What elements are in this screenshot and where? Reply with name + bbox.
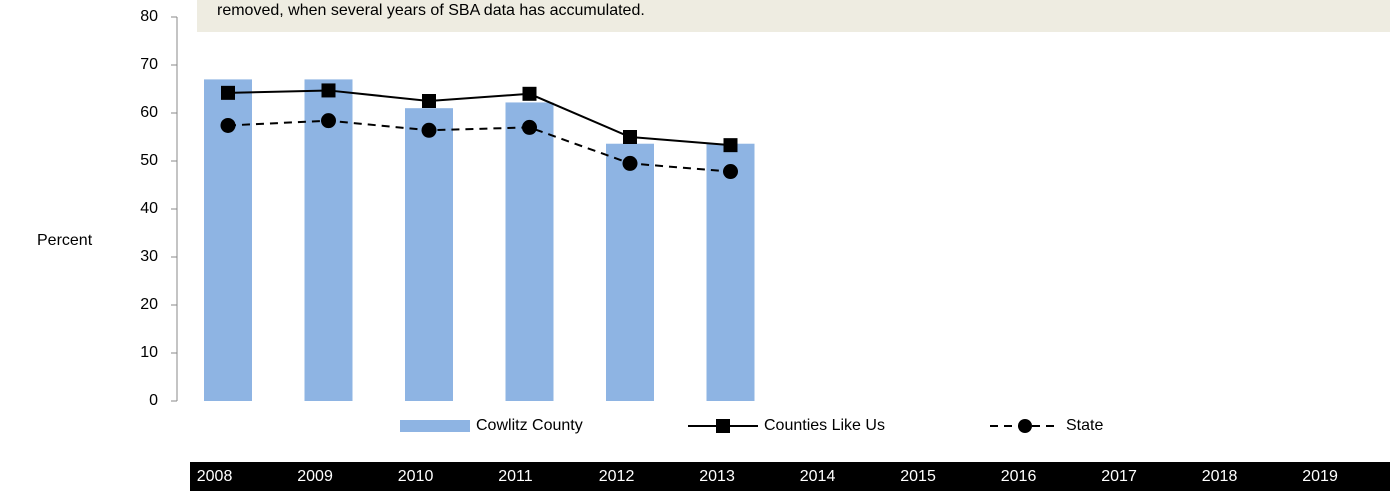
marker [421, 122, 437, 138]
y-tick-label: 70 [140, 56, 158, 73]
marker [522, 119, 537, 135]
x-tick-label: 2010 [398, 468, 434, 485]
marker [422, 94, 436, 108]
x-tick-label: 2018 [1202, 468, 1238, 485]
bar [505, 102, 554, 401]
y-tick-label: 10 [140, 344, 158, 361]
marker [723, 164, 738, 180]
x-tick-label: 2015 [900, 468, 936, 485]
category-strip [190, 462, 1390, 491]
marker [623, 130, 637, 144]
marker [622, 155, 638, 171]
legend-label: Cowlitz County [476, 417, 583, 434]
bar [405, 108, 453, 401]
y-axis-label: Percent [37, 232, 93, 249]
annotation-box [197, 0, 1390, 32]
line [227, 89, 731, 147]
annotation: removed, when several years of SBA data … [217, 2, 645, 19]
marker [220, 117, 236, 133]
legend-label: Counties Like Us [764, 417, 885, 434]
marker [522, 86, 537, 101]
x-tick-label: 2011 [498, 468, 533, 485]
line [227, 119, 731, 173]
x-tick-label: 2016 [1001, 468, 1037, 485]
y-tick-label: 50 [140, 152, 158, 169]
x-tick-label: 2013 [699, 468, 735, 485]
bar [304, 79, 353, 402]
x-tick-label: 2019 [1302, 468, 1338, 485]
y-tick-label: 40 [140, 200, 158, 217]
marker [321, 113, 336, 129]
y-tick-label: 0 [149, 392, 158, 409]
y-tick-label: 80 [140, 8, 158, 25]
y-tick-label: 20 [140, 296, 158, 313]
legend-label: State [1066, 417, 1103, 434]
marker [221, 85, 235, 100]
bar [204, 79, 252, 402]
legend-marker [716, 419, 730, 433]
bar [606, 143, 654, 401]
y-tick-label: 30 [140, 248, 158, 265]
x-tick-label: 2009 [297, 468, 333, 485]
marker [321, 83, 336, 98]
marker [723, 138, 738, 153]
legend-marker [1018, 419, 1032, 433]
x-tick-label: 2012 [599, 468, 635, 485]
bar [706, 143, 755, 401]
x-tick-label: 2017 [1101, 468, 1137, 485]
x-tick-label: 2014 [800, 468, 836, 485]
legend-swatch [400, 420, 470, 432]
y-tick-label: 60 [140, 104, 158, 121]
x-tick-label: 2008 [197, 468, 233, 485]
